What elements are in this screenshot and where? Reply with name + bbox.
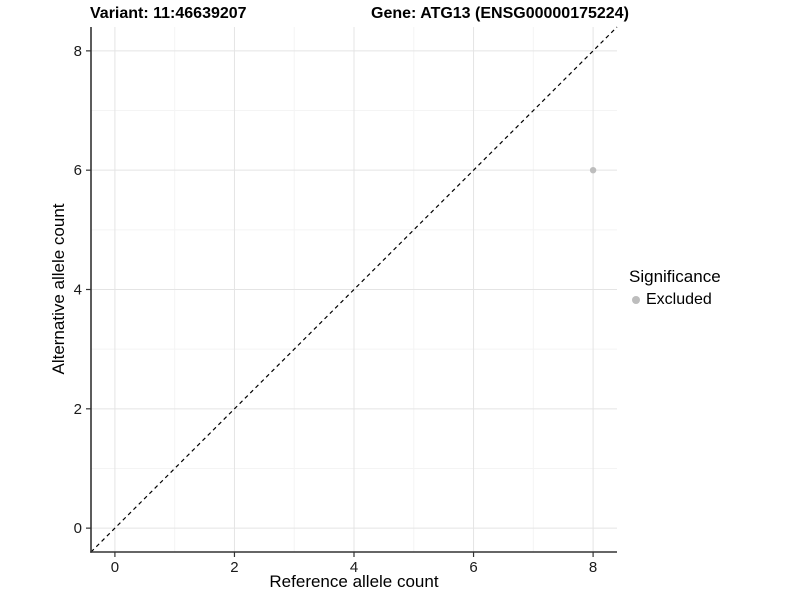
y-tick-label: 6 — [74, 162, 82, 179]
legend-item-label: Excluded — [646, 291, 712, 308]
x-tick-label: 0 — [111, 559, 119, 576]
y-tick-label: 8 — [74, 43, 82, 60]
x-axis-title: Reference allele count — [269, 572, 439, 591]
legend-item-excluded: Excluded — [629, 291, 721, 309]
legend-point-icon — [632, 296, 640, 304]
y-tick-label: 2 — [74, 401, 82, 418]
plot-title-gene: Gene: ATG13 (ENSG00000175224) — [371, 5, 629, 22]
data-point — [589, 166, 597, 174]
x-tick-label: 6 — [469, 559, 477, 576]
y-tick-label: 0 — [74, 520, 82, 537]
legend-title: Significance — [629, 267, 721, 286]
plot-title-variant: Variant: 11:46639207 — [90, 5, 247, 22]
x-tick-label: 8 — [589, 559, 597, 576]
y-tick-label: 4 — [74, 282, 82, 299]
legend: Significance Excluded — [629, 267, 721, 309]
x-tick-label: 4 — [350, 559, 358, 576]
x-tick-label: 2 — [230, 559, 238, 576]
identity-dashed-line — [90, 26, 618, 553]
y-axis-title: Alternative allele count — [49, 203, 68, 375]
